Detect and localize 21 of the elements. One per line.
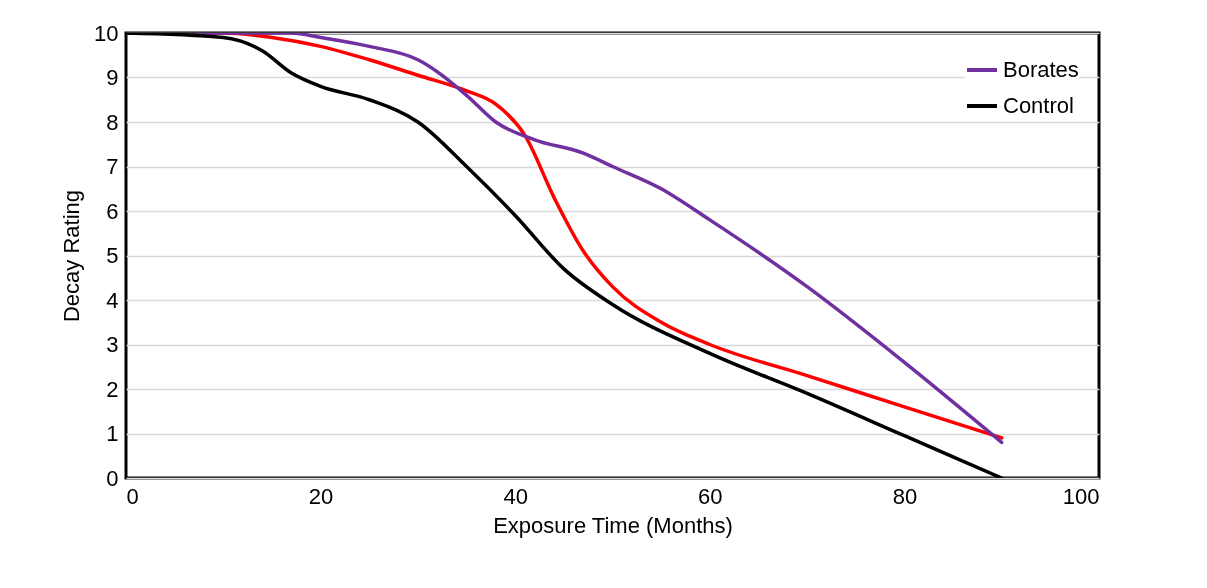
y-tick-label: 6	[106, 198, 119, 224]
y-tick-label: 9	[106, 65, 119, 90]
y-tick-label: 5	[106, 243, 119, 268]
y-tick-label: 0	[106, 465, 119, 491]
y-tick-label: 10	[94, 20, 119, 46]
x-tick-label: 80	[892, 483, 918, 509]
y-tick-label: 4	[106, 287, 119, 313]
legend-label: Control	[1003, 93, 1074, 118]
x-tick-label: 20	[308, 483, 334, 509]
x-axis-title: Exposure Time (Months)	[493, 512, 733, 538]
y-tick-label: 8	[106, 109, 119, 135]
x-tick-label: 40	[503, 483, 528, 509]
x-tick-label: 0	[126, 483, 139, 509]
y-tick-label: 7	[106, 154, 119, 179]
y-tick-label: 3	[106, 332, 119, 357]
x-tick-label: 60	[698, 483, 723, 509]
y-tick-label: 2	[106, 376, 119, 402]
x-tick-label: 100	[1062, 483, 1100, 509]
y-tick-label: 1	[106, 421, 119, 446]
legend-label: Borates	[1003, 57, 1079, 82]
y-axis-title: Decay Rating	[59, 189, 85, 323]
